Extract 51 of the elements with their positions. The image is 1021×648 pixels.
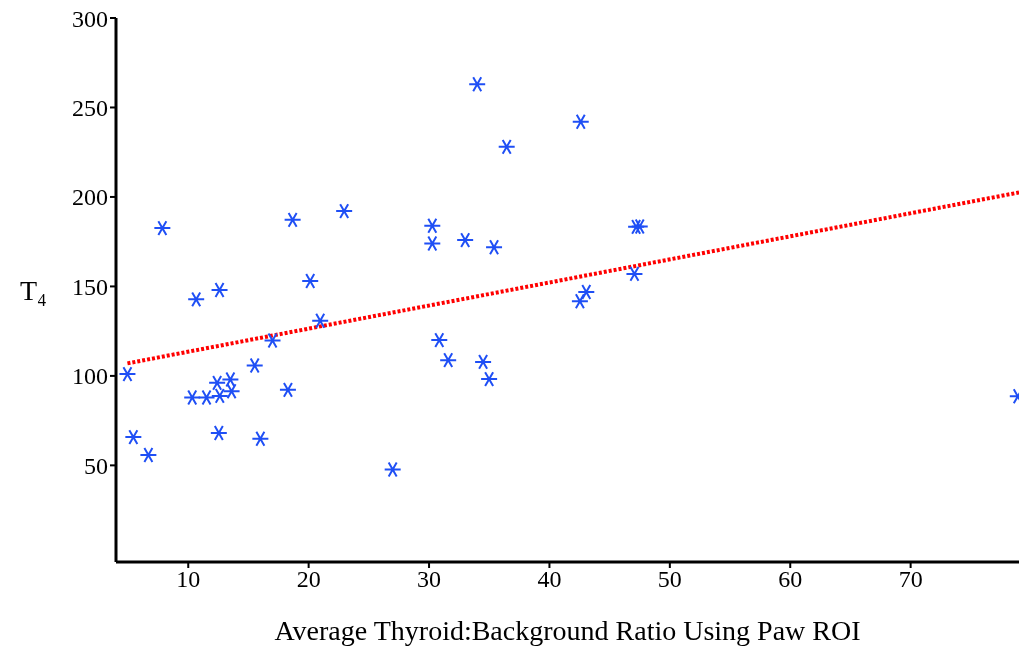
point	[222, 383, 241, 400]
point	[456, 232, 475, 248]
point	[383, 461, 402, 478]
point	[118, 366, 137, 383]
point	[210, 388, 229, 404]
point	[301, 273, 320, 289]
point	[335, 203, 354, 220]
point	[221, 371, 240, 388]
point	[124, 429, 143, 446]
point	[423, 235, 442, 252]
x-axis-title: Average Thyroid:Background Ratio Using Paw ROI	[274, 615, 861, 646]
point	[208, 374, 227, 391]
point	[283, 211, 302, 228]
point	[278, 381, 297, 398]
y-tick-label: 150	[72, 273, 108, 300]
y-tick-label: 300	[72, 5, 108, 32]
x-tick-label: 20	[296, 566, 321, 593]
x-tick-label: 70	[898, 566, 923, 593]
point	[139, 447, 158, 463]
point	[474, 354, 493, 370]
y-tick-label: 250	[72, 94, 108, 121]
point	[468, 76, 487, 93]
point	[183, 389, 202, 406]
y-axis-title: T₄	[20, 274, 47, 306]
x-tick-label: 10	[176, 566, 201, 593]
y-tick-label: 50	[84, 452, 108, 479]
point	[571, 113, 590, 130]
point	[625, 265, 644, 282]
point	[423, 217, 442, 234]
point	[439, 352, 458, 369]
point	[187, 291, 206, 308]
x-tick-label: 50	[657, 566, 682, 593]
y-tick-label: 200	[72, 184, 108, 211]
point	[263, 332, 282, 349]
point	[570, 293, 589, 310]
point	[197, 389, 216, 406]
point	[311, 312, 330, 329]
x-tick-label: 30	[417, 566, 442, 593]
point	[485, 239, 504, 256]
point	[210, 282, 229, 298]
point	[209, 425, 228, 441]
point	[245, 357, 264, 374]
point	[480, 371, 499, 388]
x-tick-label: 60	[778, 566, 803, 593]
point	[153, 220, 172, 237]
point	[577, 284, 596, 300]
point	[430, 332, 449, 349]
x-tick-label: 40	[537, 566, 562, 593]
point	[497, 138, 516, 155]
point	[251, 430, 270, 447]
y-tick-label: 100	[72, 363, 108, 390]
